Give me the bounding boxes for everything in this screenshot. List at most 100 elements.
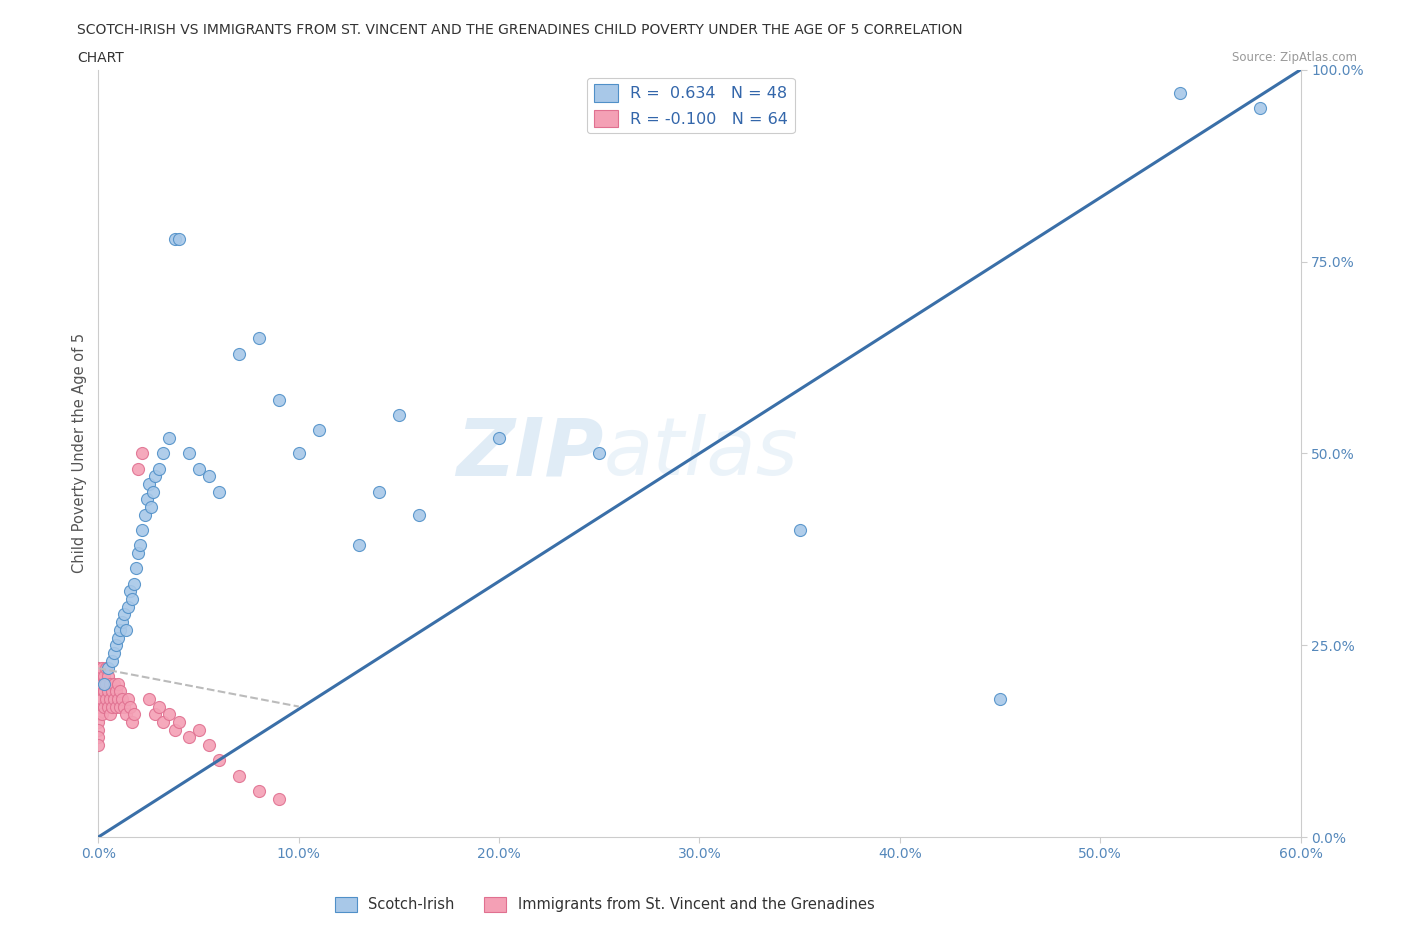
Point — [105, 699, 128, 714]
Point — [388, 407, 411, 422]
Point — [247, 331, 270, 346]
Point — [110, 699, 132, 714]
Point — [97, 684, 120, 698]
Point — [87, 714, 110, 729]
Legend: R =  0.634   N = 48, R = -0.100   N = 64: R = 0.634 N = 48, R = -0.100 N = 64 — [588, 78, 794, 133]
Point — [308, 423, 330, 438]
Point — [121, 714, 143, 729]
Point — [134, 508, 156, 523]
Point — [197, 737, 219, 752]
Point — [197, 469, 219, 484]
Point — [267, 392, 290, 407]
Point — [87, 737, 110, 752]
Point — [87, 730, 110, 745]
Point — [125, 561, 148, 576]
Point — [143, 469, 166, 484]
Point — [100, 692, 122, 707]
Point — [107, 692, 129, 707]
Point — [121, 591, 143, 606]
Point — [100, 676, 122, 691]
Point — [288, 446, 311, 461]
Point — [96, 692, 118, 707]
Point — [89, 692, 111, 707]
Point — [789, 523, 811, 538]
Point — [139, 499, 162, 514]
Point — [148, 699, 170, 714]
Point — [110, 622, 132, 637]
Point — [91, 661, 114, 676]
Point — [100, 707, 122, 722]
Point — [148, 461, 170, 476]
Point — [87, 661, 110, 676]
Point — [124, 577, 146, 591]
Point — [91, 707, 114, 722]
Point — [97, 669, 120, 684]
Text: atlas: atlas — [603, 415, 799, 492]
Point — [87, 676, 110, 691]
Point — [97, 699, 120, 714]
Point — [89, 684, 111, 698]
Text: CHART: CHART — [77, 51, 124, 65]
Point — [93, 676, 115, 691]
Point — [87, 707, 110, 722]
Point — [96, 676, 118, 691]
Point — [91, 692, 114, 707]
Point — [152, 446, 174, 461]
Point — [96, 661, 118, 676]
Point — [177, 446, 200, 461]
Point — [114, 699, 136, 714]
Point — [110, 684, 132, 698]
Point — [105, 684, 128, 698]
Point — [107, 676, 129, 691]
Point — [1170, 86, 1192, 100]
Point — [187, 723, 209, 737]
Point — [103, 692, 125, 707]
Point — [107, 631, 129, 645]
Point — [228, 346, 250, 361]
Point — [115, 707, 138, 722]
Point — [103, 645, 125, 660]
Point — [93, 669, 115, 684]
Point — [163, 723, 186, 737]
Point — [114, 607, 136, 622]
Point — [120, 699, 142, 714]
Point — [89, 676, 111, 691]
Point — [163, 232, 186, 246]
Point — [141, 485, 163, 499]
Point — [157, 707, 180, 722]
Point — [103, 676, 125, 691]
Point — [157, 431, 180, 445]
Point — [1250, 100, 1272, 115]
Point — [101, 699, 124, 714]
Y-axis label: Child Poverty Under the Age of 5: Child Poverty Under the Age of 5 — [72, 333, 87, 574]
Point — [89, 699, 111, 714]
Point — [228, 768, 250, 783]
Point — [111, 615, 134, 630]
Point — [87, 723, 110, 737]
Point — [167, 232, 190, 246]
Point — [101, 653, 124, 668]
Point — [177, 730, 200, 745]
Point — [247, 783, 270, 798]
Point — [87, 699, 110, 714]
Point — [135, 492, 157, 507]
Point — [124, 707, 146, 722]
Point — [368, 485, 391, 499]
Point — [87, 684, 110, 698]
Text: ZIP: ZIP — [456, 415, 603, 492]
Point — [120, 584, 142, 599]
Point — [187, 461, 209, 476]
Point — [267, 791, 290, 806]
Text: Source: ZipAtlas.com: Source: ZipAtlas.com — [1232, 51, 1357, 64]
Point — [91, 676, 114, 691]
Point — [131, 523, 153, 538]
Point — [143, 707, 166, 722]
Point — [347, 538, 370, 553]
Point — [588, 446, 610, 461]
Point — [152, 714, 174, 729]
Point — [988, 692, 1011, 707]
Point — [167, 714, 190, 729]
Point — [208, 753, 231, 768]
Point — [117, 600, 139, 615]
Point — [208, 485, 231, 499]
